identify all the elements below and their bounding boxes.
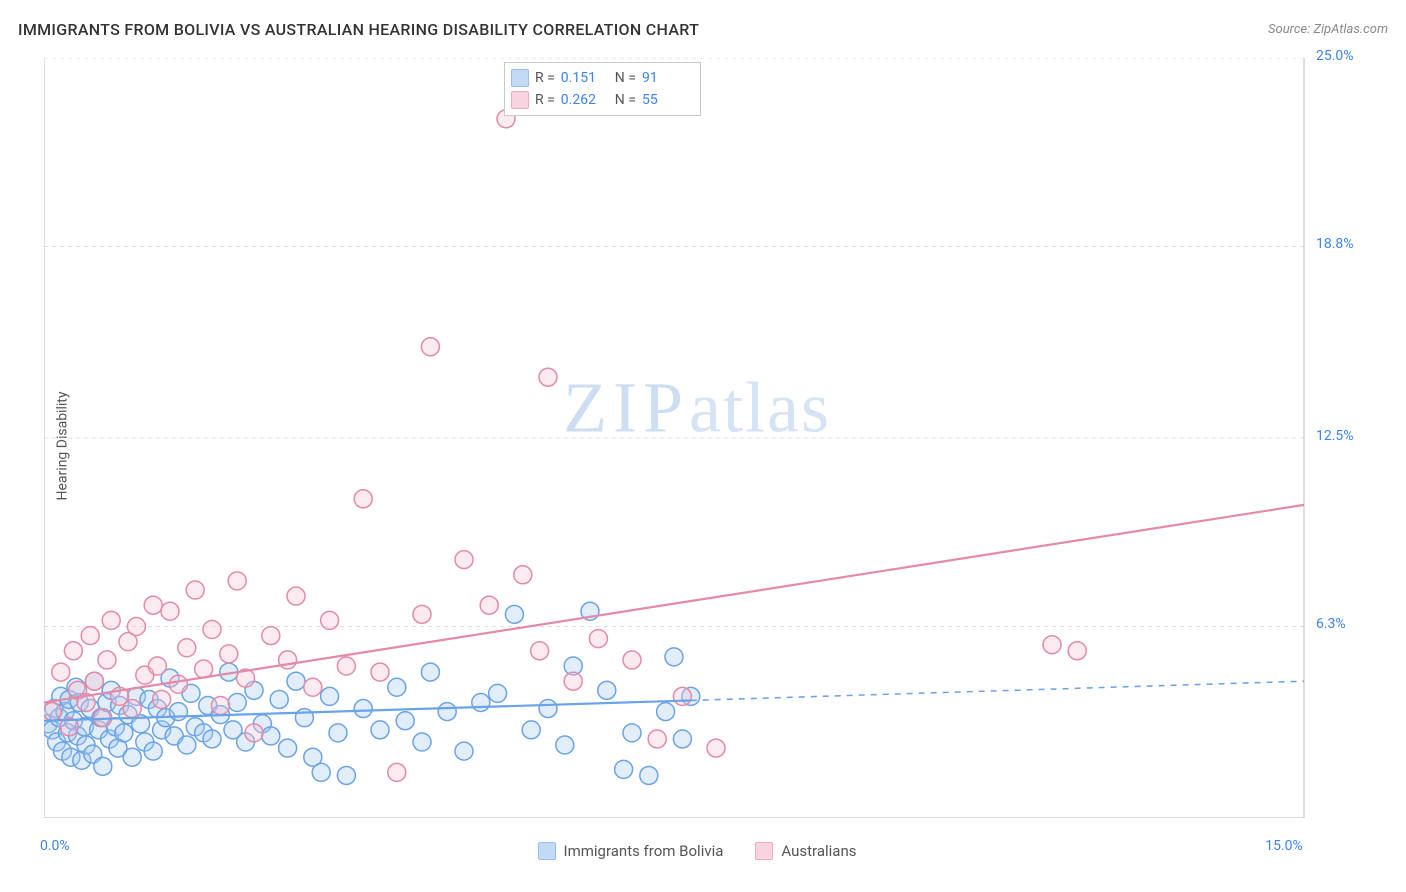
legend-row-australians: R = 0.262 N = 55 — [511, 89, 690, 111]
legend-label: Australians — [781, 842, 856, 860]
legend-r-value: 0.151 — [561, 70, 609, 86]
plot-area: ZIPatlas R =0.151N =91R =0.262N =55 Immi… — [44, 58, 1350, 818]
axis-tick-label: 6.3% — [1316, 616, 1346, 632]
legend-swatch-bolivia — [538, 842, 556, 860]
correlation-legend: R = 0.151 N = 91 R = 0.262 N = 55 — [504, 62, 701, 116]
legend-n-value: 55 — [642, 92, 690, 108]
chart-frame: IMMIGRANTS FROM BOLIVIA VS AUSTRALIAN HE… — [0, 0, 1406, 892]
source-name: ZipAtlas.com — [1313, 22, 1388, 37]
axis-tick-label: 18.8% — [1316, 236, 1354, 252]
source-prefix: Source: — [1268, 22, 1313, 37]
legend-item-australians: Australians — [755, 842, 856, 860]
source-attribution: Source: ZipAtlas.com — [1268, 22, 1388, 37]
axis-tick-label: 15.0% — [1265, 838, 1303, 854]
scatter-plot-svg — [44, 58, 1350, 818]
legend-swatch-bolivia — [511, 69, 529, 87]
legend-swatch-australians — [511, 91, 529, 109]
legend-label: Immigrants from Bolivia — [564, 842, 724, 860]
legend-r-label: R = — [535, 70, 555, 86]
legend-item-bolivia: Immigrants from Bolivia — [538, 842, 724, 860]
legend-r-value: 0.262 — [561, 92, 609, 108]
series-legend: Immigrants from Bolivia Australians — [44, 842, 1350, 864]
axis-tick-label: 25.0% — [1316, 48, 1354, 64]
axis-tick-label: 12.5% — [1316, 428, 1354, 444]
legend-r-label: R = — [535, 92, 555, 108]
legend-row-bolivia: R = 0.151 N = 91 — [511, 67, 690, 89]
legend-n-label: N = — [615, 70, 636, 86]
legend-n-label: N = — [615, 92, 636, 108]
legend-swatch-australians — [755, 842, 773, 860]
legend-n-value: 91 — [642, 70, 690, 86]
chart-title: IMMIGRANTS FROM BOLIVIA VS AUSTRALIAN HE… — [18, 20, 699, 39]
axis-tick-label: 0.0% — [40, 838, 70, 854]
